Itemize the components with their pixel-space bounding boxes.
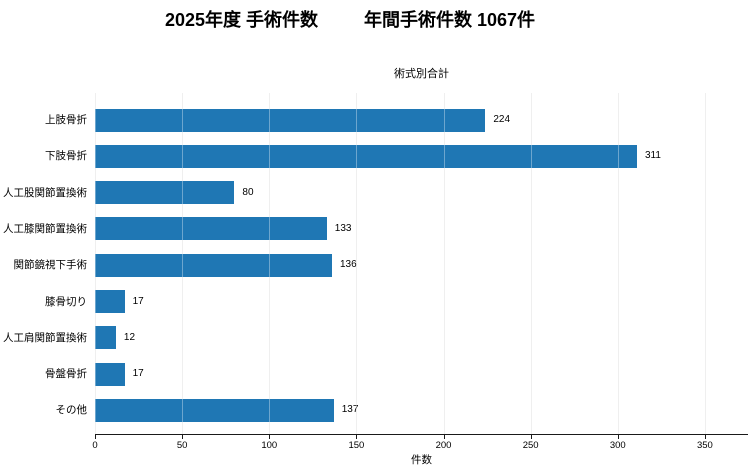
x-tick-label: 250 <box>522 440 539 451</box>
x-tick-label: 200 <box>435 440 452 451</box>
category-label: 骨盤骨折 <box>45 368 87 381</box>
x-tick-label: 100 <box>261 440 278 451</box>
chart-title: 2025年度 手術件数 年間手術件数 1067件 <box>0 6 700 32</box>
bar <box>95 290 125 313</box>
axes-subtitle: 術式別合計 <box>394 68 449 80</box>
gridline <box>617 93 619 434</box>
gridline-overlay <box>617 93 619 434</box>
value-label: 311 <box>644 150 661 162</box>
gridline-overlay <box>95 93 96 434</box>
value-label: 17 <box>132 295 144 307</box>
category-label: 人工肩関節置換術 <box>3 331 87 344</box>
category-label: 関節鏡視下手術 <box>13 259 88 272</box>
bar <box>95 398 334 422</box>
value-label: 80 <box>242 186 254 198</box>
gridline <box>704 93 706 434</box>
x-tick-mark <box>356 435 358 440</box>
bar <box>95 144 637 168</box>
x-tick-label: 300 <box>609 440 626 451</box>
category-label: 人工股関節置換術 <box>3 186 87 199</box>
gridline <box>356 93 358 434</box>
x-tick-mark <box>443 435 445 440</box>
x-tick-mark <box>95 435 96 440</box>
x-tick-mark <box>617 435 619 440</box>
x-tick-label: 350 <box>696 440 713 451</box>
x-tick-mark <box>182 435 184 440</box>
bar <box>95 108 486 132</box>
x-tick-mark <box>269 435 271 440</box>
category-label: 膝骨切り <box>45 295 87 308</box>
x-tick-mark <box>530 435 532 440</box>
bar <box>95 362 125 386</box>
chart-title-right: 年間手術件数 1067件 <box>364 10 536 30</box>
x-axis-label: 件数 <box>411 454 432 466</box>
category-label: 下肢骨折 <box>45 150 87 163</box>
x-tick-label: 0 <box>92 440 98 451</box>
category-label: 人工膝関節置換術 <box>3 222 87 235</box>
gridline-overlay <box>443 93 445 434</box>
bar <box>95 217 327 241</box>
value-label: 12 <box>123 331 136 343</box>
value-label: 136 <box>339 259 357 271</box>
bar <box>95 181 235 205</box>
x-axis-line <box>95 434 748 436</box>
gridline-overlay <box>182 93 184 434</box>
gridline-overlay <box>704 93 706 434</box>
value-label: 137 <box>341 404 359 416</box>
category-label: その他 <box>55 404 88 417</box>
x-tick-label: 150 <box>348 440 365 451</box>
value-label: 224 <box>493 114 511 125</box>
x-tick-mark <box>704 435 706 440</box>
value-label: 17 <box>132 368 144 380</box>
value-label: 133 <box>334 222 352 234</box>
gridline <box>443 93 445 434</box>
category-label: 上肢骨折 <box>45 114 87 126</box>
bar <box>95 326 116 350</box>
gridline-overlay <box>356 93 358 434</box>
gridline-overlay <box>269 93 271 434</box>
bar <box>95 253 332 277</box>
gridline-overlay <box>530 93 532 434</box>
x-tick-label: 50 <box>176 440 188 451</box>
chart-title-left: 2025年度 手術件数 <box>164 10 318 30</box>
gridline <box>530 93 532 434</box>
